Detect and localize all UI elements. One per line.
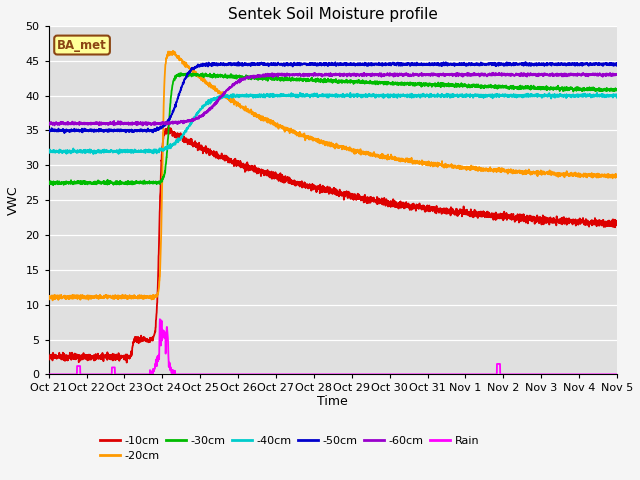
X-axis label: Time: Time — [317, 395, 348, 408]
Y-axis label: VWC: VWC — [7, 185, 20, 215]
Legend: -10cm, -20cm, -30cm, -40cm, -50cm, -60cm, Rain: -10cm, -20cm, -30cm, -40cm, -50cm, -60cm… — [100, 436, 479, 461]
Title: Sentek Soil Moisture profile: Sentek Soil Moisture profile — [228, 7, 438, 22]
Text: BA_met: BA_met — [57, 38, 107, 51]
